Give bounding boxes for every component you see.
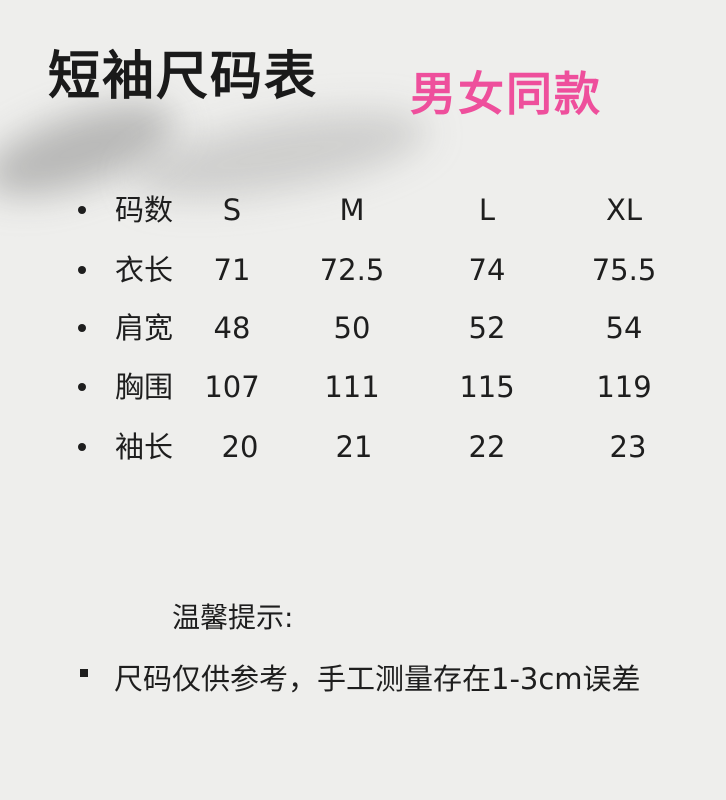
page-title: 短袖尺码表 [48,47,319,107]
table-row: 肩宽 48 50 52 54 [0,308,726,348]
size-header: S [222,193,242,227]
row-label: 胸围 [115,370,174,404]
bullet-icon [78,443,86,451]
cell: 54 [605,311,643,345]
cell: 22 [468,430,506,464]
tip-text: 尺码仅供参考，手工测量存在1-3cm误差 [114,662,641,696]
bullet-icon [78,266,86,274]
table-header-row: 码数 S M L XL [0,190,726,230]
square-bullet-icon [80,669,88,677]
cell: 74 [468,253,506,287]
row-label: 衣长 [115,253,174,287]
cell: 48 [213,311,251,345]
size-header: L [478,193,496,227]
unisex-badge: 男女同款 [410,67,602,121]
size-header: XL [605,193,643,227]
table-row: 胸围 107 111 115 119 [0,367,726,407]
bullet-icon [78,206,86,214]
cell: 72.5 [319,253,385,287]
row-label: 码数 [115,193,174,227]
cell: 119 [596,370,652,404]
cell: 21 [335,430,373,464]
bullet-icon [78,383,86,391]
table-row: 衣长 71 72.5 74 75.5 [0,250,726,290]
cell: 111 [324,370,380,404]
row-label: 肩宽 [115,311,174,345]
cell: 115 [459,370,515,404]
cell: 75.5 [591,253,657,287]
tip-title: 温馨提示: [172,601,294,634]
cell: 50 [333,311,371,345]
cell: 107 [204,370,260,404]
size-header: M [339,193,365,227]
table-row: 袖长 20 21 22 23 [0,427,726,467]
bullet-icon [78,324,86,332]
cell: 71 [213,253,251,287]
cell: 23 [609,430,647,464]
row-label: 袖长 [115,430,174,464]
cell: 52 [468,311,506,345]
cell: 20 [221,430,259,464]
